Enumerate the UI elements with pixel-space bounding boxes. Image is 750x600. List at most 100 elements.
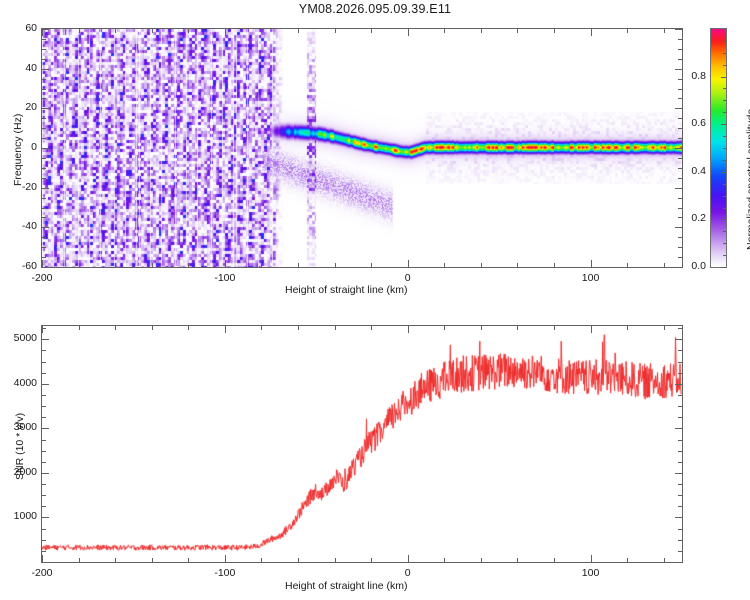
axis-tick bbox=[188, 263, 189, 267]
axis-tick bbox=[678, 362, 682, 363]
axis-ticklabel: -100 bbox=[214, 272, 236, 284]
axis-tick bbox=[42, 462, 46, 463]
axis-ticklabel: 20 bbox=[25, 101, 37, 114]
axis-tick bbox=[678, 350, 682, 351]
axis-tick bbox=[678, 168, 682, 169]
axis-tick bbox=[408, 29, 409, 36]
axis-tick bbox=[444, 263, 445, 267]
axis-tick bbox=[42, 339, 49, 340]
axis-tick bbox=[678, 208, 682, 209]
axis-tick bbox=[678, 440, 682, 441]
axis-tick bbox=[188, 558, 189, 562]
axis-tick bbox=[79, 263, 80, 267]
axis-tick bbox=[481, 263, 482, 267]
axis-tick bbox=[42, 158, 46, 159]
axis-tick bbox=[42, 69, 49, 70]
axis-tick bbox=[481, 558, 482, 562]
axis-tick bbox=[678, 59, 682, 60]
axis-tick bbox=[42, 373, 46, 374]
axis-tick bbox=[678, 551, 682, 552]
axis-tick bbox=[42, 451, 46, 452]
spectrogram-panel bbox=[41, 28, 683, 268]
axis-tick bbox=[678, 395, 682, 396]
axis-tick bbox=[371, 326, 372, 330]
axis-tick bbox=[42, 328, 46, 329]
axis-tick bbox=[678, 462, 682, 463]
axis-tick bbox=[678, 178, 682, 179]
axis-tick bbox=[115, 29, 116, 33]
axis-ticklabel: -60 bbox=[21, 260, 37, 272]
axis-tick bbox=[42, 98, 46, 99]
axis-ticklabel: 0 bbox=[404, 567, 411, 579]
axis-tick bbox=[723, 255, 726, 256]
axis-tick bbox=[42, 326, 43, 333]
axis-ticklabel: 100 bbox=[581, 272, 600, 284]
axis-tick bbox=[517, 29, 518, 33]
axis-tick bbox=[678, 39, 682, 40]
axis-tick bbox=[42, 168, 46, 169]
axis-tick bbox=[678, 79, 682, 80]
axis-tick bbox=[675, 29, 682, 30]
axis-ticklabel: -100 bbox=[214, 567, 236, 579]
axis-tick bbox=[408, 260, 409, 267]
axis-tick bbox=[42, 39, 46, 40]
axis-ticklabel: 2000 bbox=[13, 465, 37, 478]
axis-tick bbox=[444, 558, 445, 562]
axis-tick bbox=[678, 158, 682, 159]
axis-tick bbox=[408, 326, 409, 333]
snr-y-axis-label: SNR (10 * v/v) bbox=[14, 412, 26, 480]
axis-tick bbox=[261, 263, 262, 267]
axis-tick bbox=[115, 558, 116, 562]
axis-ticklabel: 0.2 bbox=[691, 212, 706, 224]
axis-tick bbox=[42, 529, 46, 530]
axis-tick bbox=[42, 188, 49, 189]
axis-tick bbox=[723, 65, 726, 66]
axis-ticklabel: 5000 bbox=[13, 332, 37, 345]
axis-tick bbox=[678, 417, 682, 418]
axis-tick bbox=[678, 328, 682, 329]
axis-tick bbox=[554, 326, 555, 330]
axis-tick bbox=[115, 263, 116, 267]
axis-tick bbox=[444, 29, 445, 33]
axis-tick bbox=[42, 417, 46, 418]
spectrogram-image bbox=[42, 29, 682, 267]
axis-tick bbox=[678, 49, 682, 50]
axis-tick bbox=[664, 558, 665, 562]
axis-ticklabel: 40 bbox=[25, 61, 37, 74]
axis-tick bbox=[627, 263, 628, 267]
axis-tick bbox=[42, 428, 49, 429]
axis-tick bbox=[42, 260, 43, 267]
axis-tick bbox=[554, 263, 555, 267]
figure-title: YM08.2026.095.09.39.E11 bbox=[298, 2, 452, 16]
axis-ticklabel: 0 bbox=[404, 272, 411, 284]
axis-tick bbox=[675, 517, 682, 518]
axis-tick bbox=[591, 29, 592, 36]
spectrogram-x-axis-label: Height of straight line (km) bbox=[285, 284, 408, 296]
axis-tick bbox=[723, 148, 726, 149]
axis-tick bbox=[517, 326, 518, 330]
axis-ticklabel: 3000 bbox=[13, 421, 37, 434]
axis-tick bbox=[42, 237, 46, 238]
axis-tick bbox=[675, 384, 682, 385]
axis-ticklabel: -20 bbox=[21, 180, 37, 193]
axis-tick bbox=[261, 29, 262, 33]
axis-tick bbox=[42, 406, 46, 407]
axis-tick bbox=[42, 440, 46, 441]
axis-tick bbox=[678, 484, 682, 485]
axis-tick bbox=[335, 29, 336, 33]
axis-tick bbox=[678, 406, 682, 407]
axis-ticklabel: -200 bbox=[31, 567, 53, 579]
axis-ticklabel: 0.0 bbox=[691, 260, 706, 272]
axis-tick bbox=[42, 49, 46, 50]
axis-ticklabel: 1000 bbox=[13, 510, 37, 523]
axis-ticklabel: 0.4 bbox=[691, 165, 706, 177]
axis-tick bbox=[723, 29, 726, 30]
axis-tick bbox=[42, 89, 46, 90]
axis-tick bbox=[42, 540, 46, 541]
axis-tick bbox=[675, 188, 682, 189]
axis-tick bbox=[627, 326, 628, 330]
axis-tick bbox=[225, 326, 226, 333]
axis-tick bbox=[723, 41, 726, 42]
axis-tick bbox=[678, 529, 682, 530]
axis-ticklabel: -40 bbox=[21, 220, 37, 233]
